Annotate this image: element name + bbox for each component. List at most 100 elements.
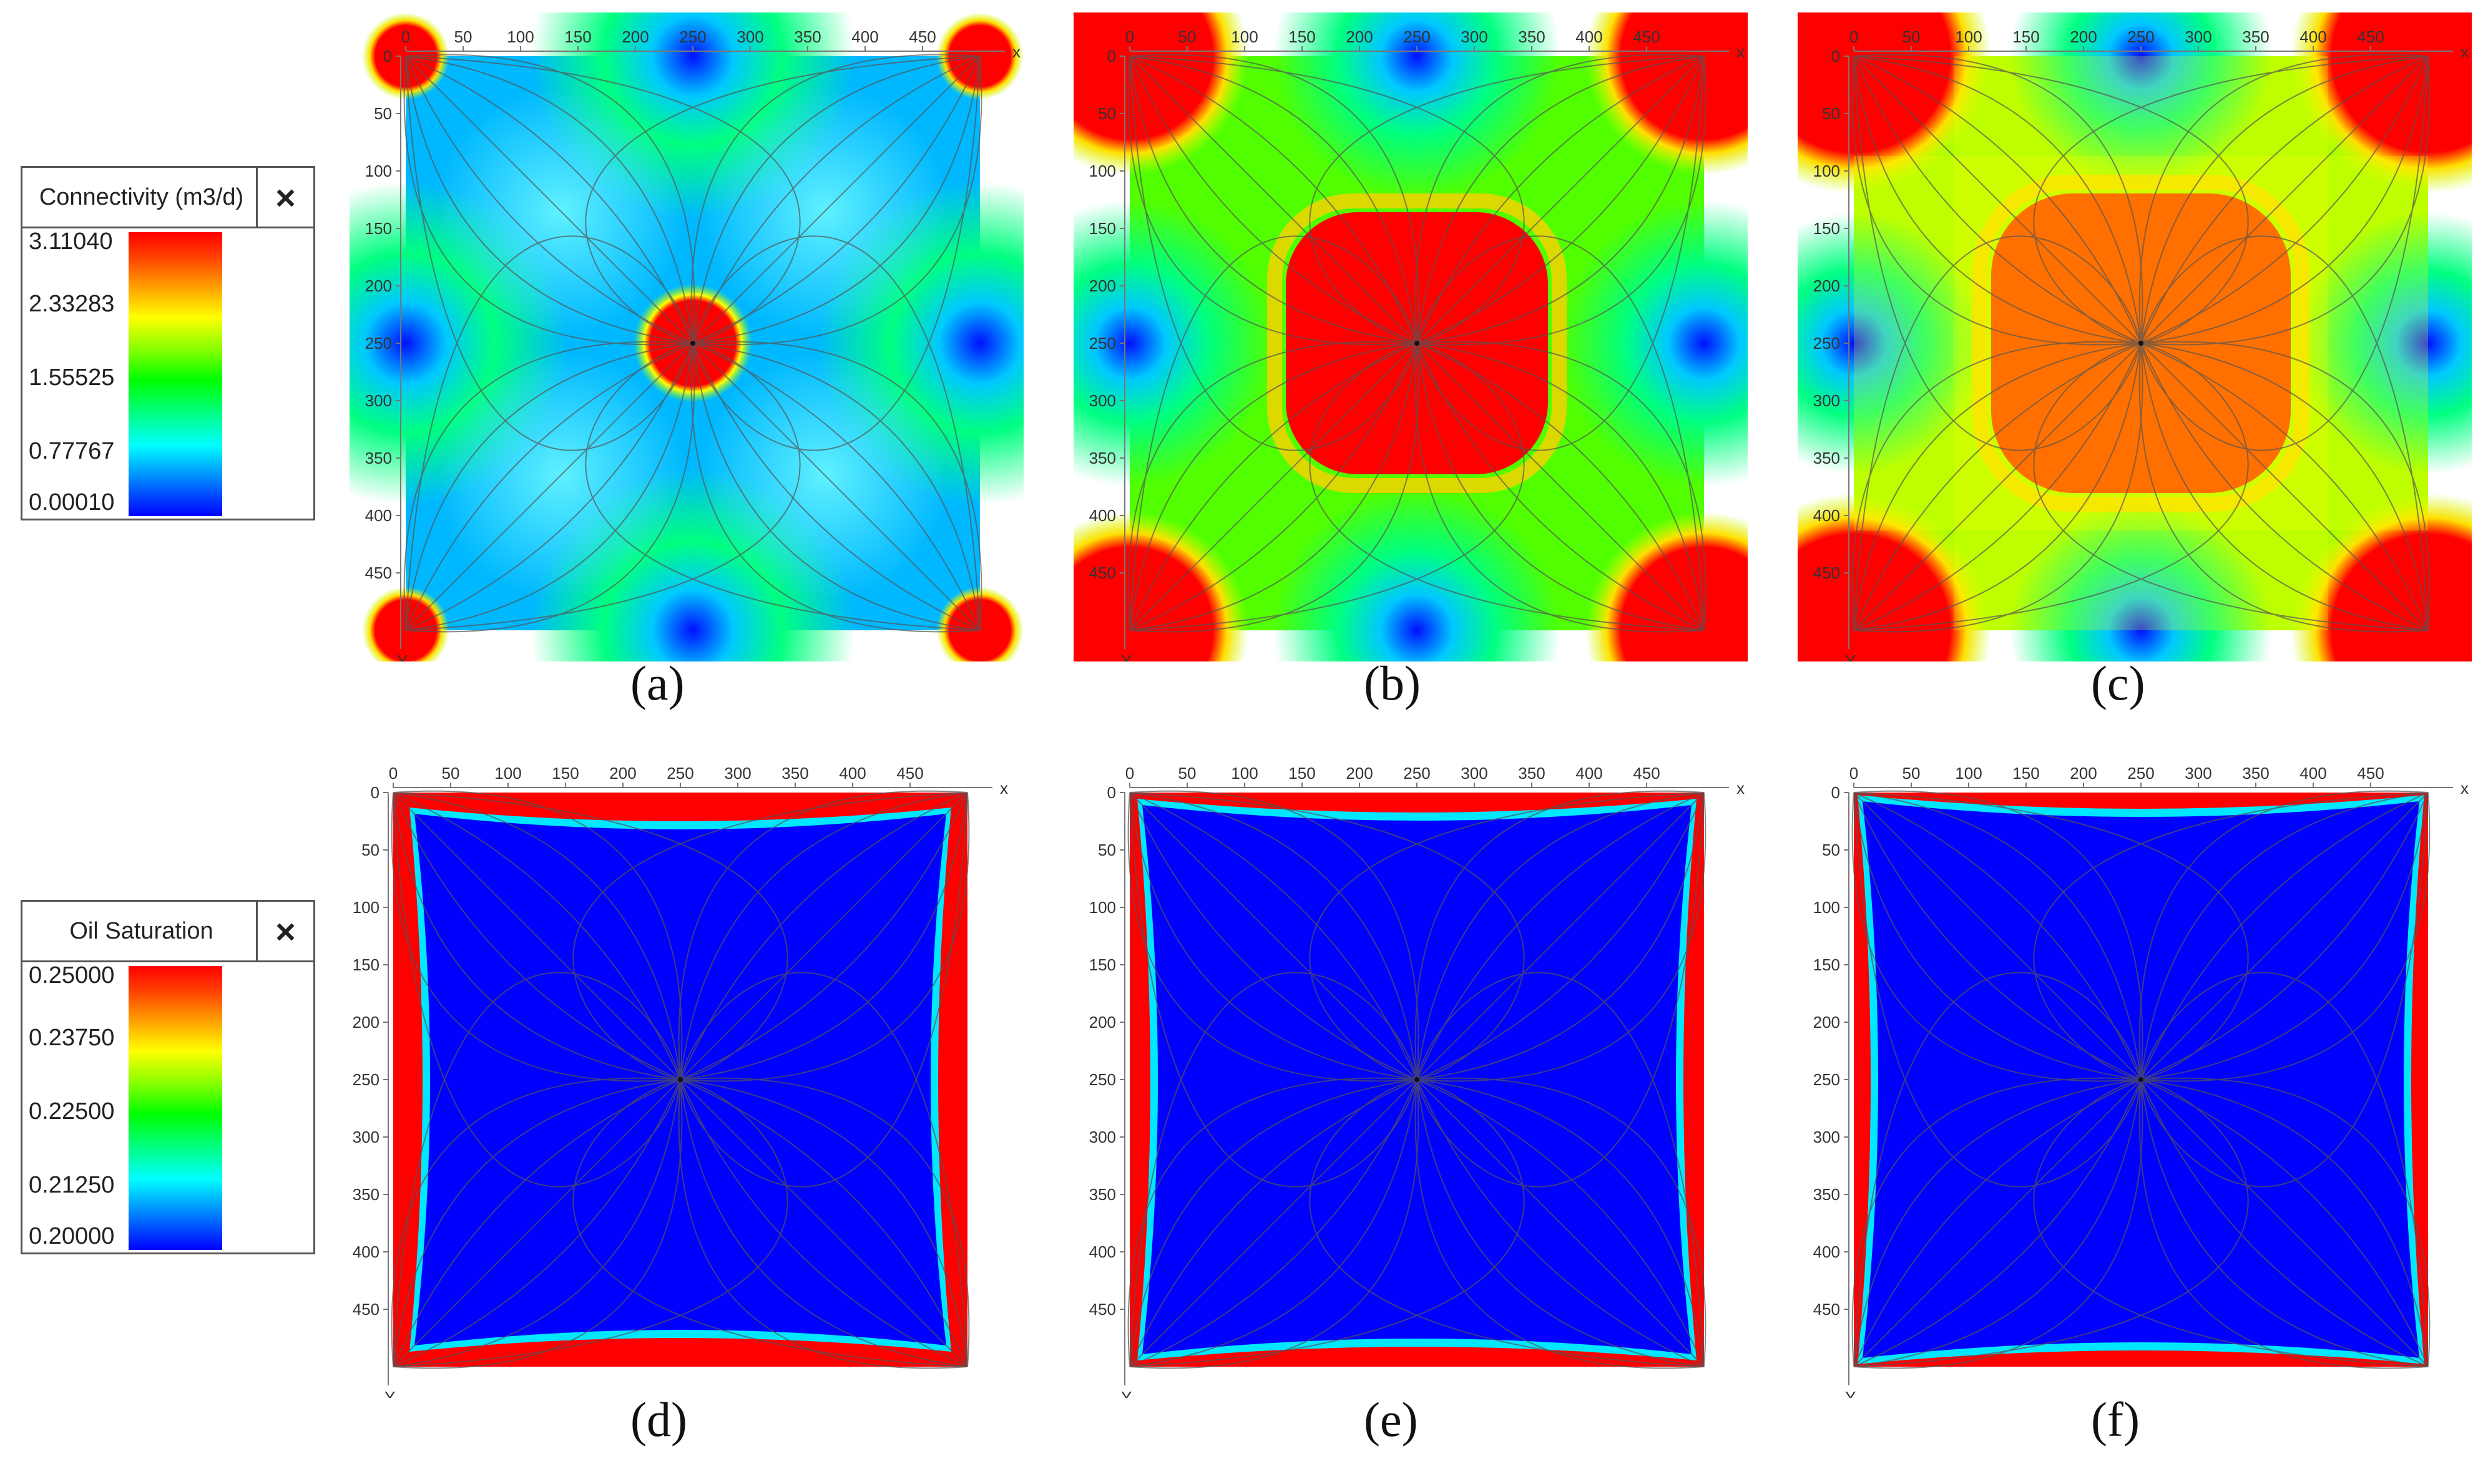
x-tick-label: 100 [1955, 764, 1982, 783]
x-axis-letter: x [2461, 779, 2469, 798]
streamline [1129, 56, 1418, 344]
streamline [2140, 56, 2429, 344]
streamline [1853, 343, 2142, 631]
streamline [1414, 1079, 1705, 1369]
y-tick-label: 200 [1813, 1013, 1840, 1032]
low-connectivity-zone [2010, 499, 2272, 661]
x-tick-label: 250 [667, 764, 693, 783]
y-tick-label: 350 [365, 449, 392, 467]
streamline [2140, 1079, 2429, 1367]
y-tick-label: 100 [1813, 162, 1840, 180]
streamline [393, 1079, 681, 1367]
streamline [692, 343, 981, 631]
streamline [403, 56, 693, 346]
streamline [1416, 56, 1705, 344]
x-tick-label: 50 [1903, 27, 1921, 46]
x-tick-label: 0 [1849, 764, 1858, 783]
streamline [1416, 1079, 1705, 1367]
x-tick-label: 100 [1231, 27, 1258, 46]
streamline [405, 343, 693, 631]
axes: 0 50 100 150 200 250 300 350 400 450 0 50 100 150 200 2… [353, 764, 1008, 1398]
x-tick-label: 0 [1849, 27, 1858, 46]
close-icon[interactable]: × [256, 902, 313, 960]
streamline [572, 1079, 968, 1367]
x-axis-letter: x [1736, 42, 1745, 61]
close-icon[interactable]: × [256, 168, 313, 227]
x-tick-label: 300 [1461, 764, 1487, 783]
y-tick-label: 50 [361, 841, 380, 859]
streamlines [391, 790, 970, 1369]
x-tick-label: 150 [1288, 27, 1315, 46]
streamline [1127, 792, 1418, 1082]
streamline [680, 792, 968, 1080]
streamline [2033, 1079, 2429, 1367]
streamline [2140, 56, 2429, 344]
x-tick-label: 450 [2357, 764, 2384, 783]
streamline [680, 792, 968, 1080]
panel-c: 0 50 100 150 200 250 300 350 400 450 0 50 100 150 200 2… [1798, 12, 2472, 661]
panel-f: 0 50 100 150 200 250 300 350 400 450 0 50 100 150 200 2… [1813, 764, 2469, 1398]
x-tick-label: 400 [851, 27, 878, 46]
low-connectivity-zone [1273, 487, 1560, 661]
streamline [1416, 1079, 1705, 1367]
streamline [690, 343, 981, 633]
streamline [1309, 792, 1705, 1080]
y-tick-label: 0 [1107, 783, 1116, 802]
x-axis-letter: x [1012, 42, 1021, 61]
y-axis-letter: Y [397, 652, 408, 661]
streamline [2140, 792, 2429, 1080]
streamline [680, 1079, 968, 1367]
y-tick-label: 150 [365, 219, 392, 238]
x-tick-label: 50 [1903, 764, 1921, 783]
streamline [1129, 1079, 1418, 1367]
caption-c: (c) [2091, 656, 2145, 710]
x-tick-label: 0 [389, 764, 398, 783]
streamline [393, 792, 681, 1080]
streamline [2140, 1079, 2429, 1367]
y-tick-label: 350 [1813, 449, 1840, 467]
streamline [1127, 1077, 1418, 1367]
low-connectivity-zone [2010, 12, 2272, 187]
streamline [1129, 1079, 1418, 1367]
caption-a: (a) [630, 656, 685, 710]
streamline [692, 235, 981, 631]
y-tick-label: 450 [1089, 564, 1116, 582]
streamline [2140, 343, 2429, 631]
axes: 0 50 100 150 200 250 300 350 400 450 0 50 100 150 200 2… [1089, 27, 1745, 661]
streamline [393, 1079, 681, 1367]
y-tick-label: 100 [353, 898, 380, 917]
streamlines [403, 54, 982, 633]
streamline [1416, 235, 1705, 631]
axes: 0 50 100 150 200 250 300 350 400 450 0 50 100 150 200 2… [1813, 764, 2469, 1398]
y-tick-label: 350 [1089, 449, 1116, 467]
y-tick-label: 50 [1822, 104, 1840, 123]
axes: 0 50 100 150 200 250 300 350 400 450 0 50 100 150 200 2… [1813, 27, 2469, 661]
streamline [405, 343, 693, 631]
y-tick-label: 150 [353, 955, 380, 974]
x-tick-label: 350 [781, 764, 808, 783]
x-tick-label: 350 [2242, 27, 2269, 46]
y-axis-letter: Y [1121, 652, 1132, 661]
y-tick-label: 50 [1098, 841, 1116, 859]
streamline [405, 343, 693, 631]
x-tick-label: 200 [609, 764, 636, 783]
streamline [1416, 1079, 1705, 1367]
x-tick-label: 250 [2127, 27, 2154, 46]
streamline [692, 56, 981, 344]
streamline [680, 1079, 968, 1367]
streamline [1129, 56, 1418, 344]
streamline [1853, 1079, 2142, 1367]
y-tick-label: 150 [1813, 219, 1840, 238]
panel-e: 0 50 100 150 200 250 300 350 400 450 0 50 100 150 200 2… [1089, 764, 1745, 1398]
x-tick-label: 200 [1346, 764, 1373, 783]
y-tick-label: 200 [1089, 1013, 1116, 1032]
y-tick-label: 300 [1089, 1128, 1116, 1146]
streamline [1416, 56, 1707, 346]
streamline [405, 56, 693, 344]
streamline [680, 972, 968, 1367]
legend-value: 0.00010 [29, 489, 115, 515]
x-tick-label: 400 [2299, 764, 2326, 783]
x-tick-label: 250 [2127, 764, 2154, 783]
y-axis-letter: Y [384, 1388, 395, 1398]
streamline [405, 56, 693, 344]
